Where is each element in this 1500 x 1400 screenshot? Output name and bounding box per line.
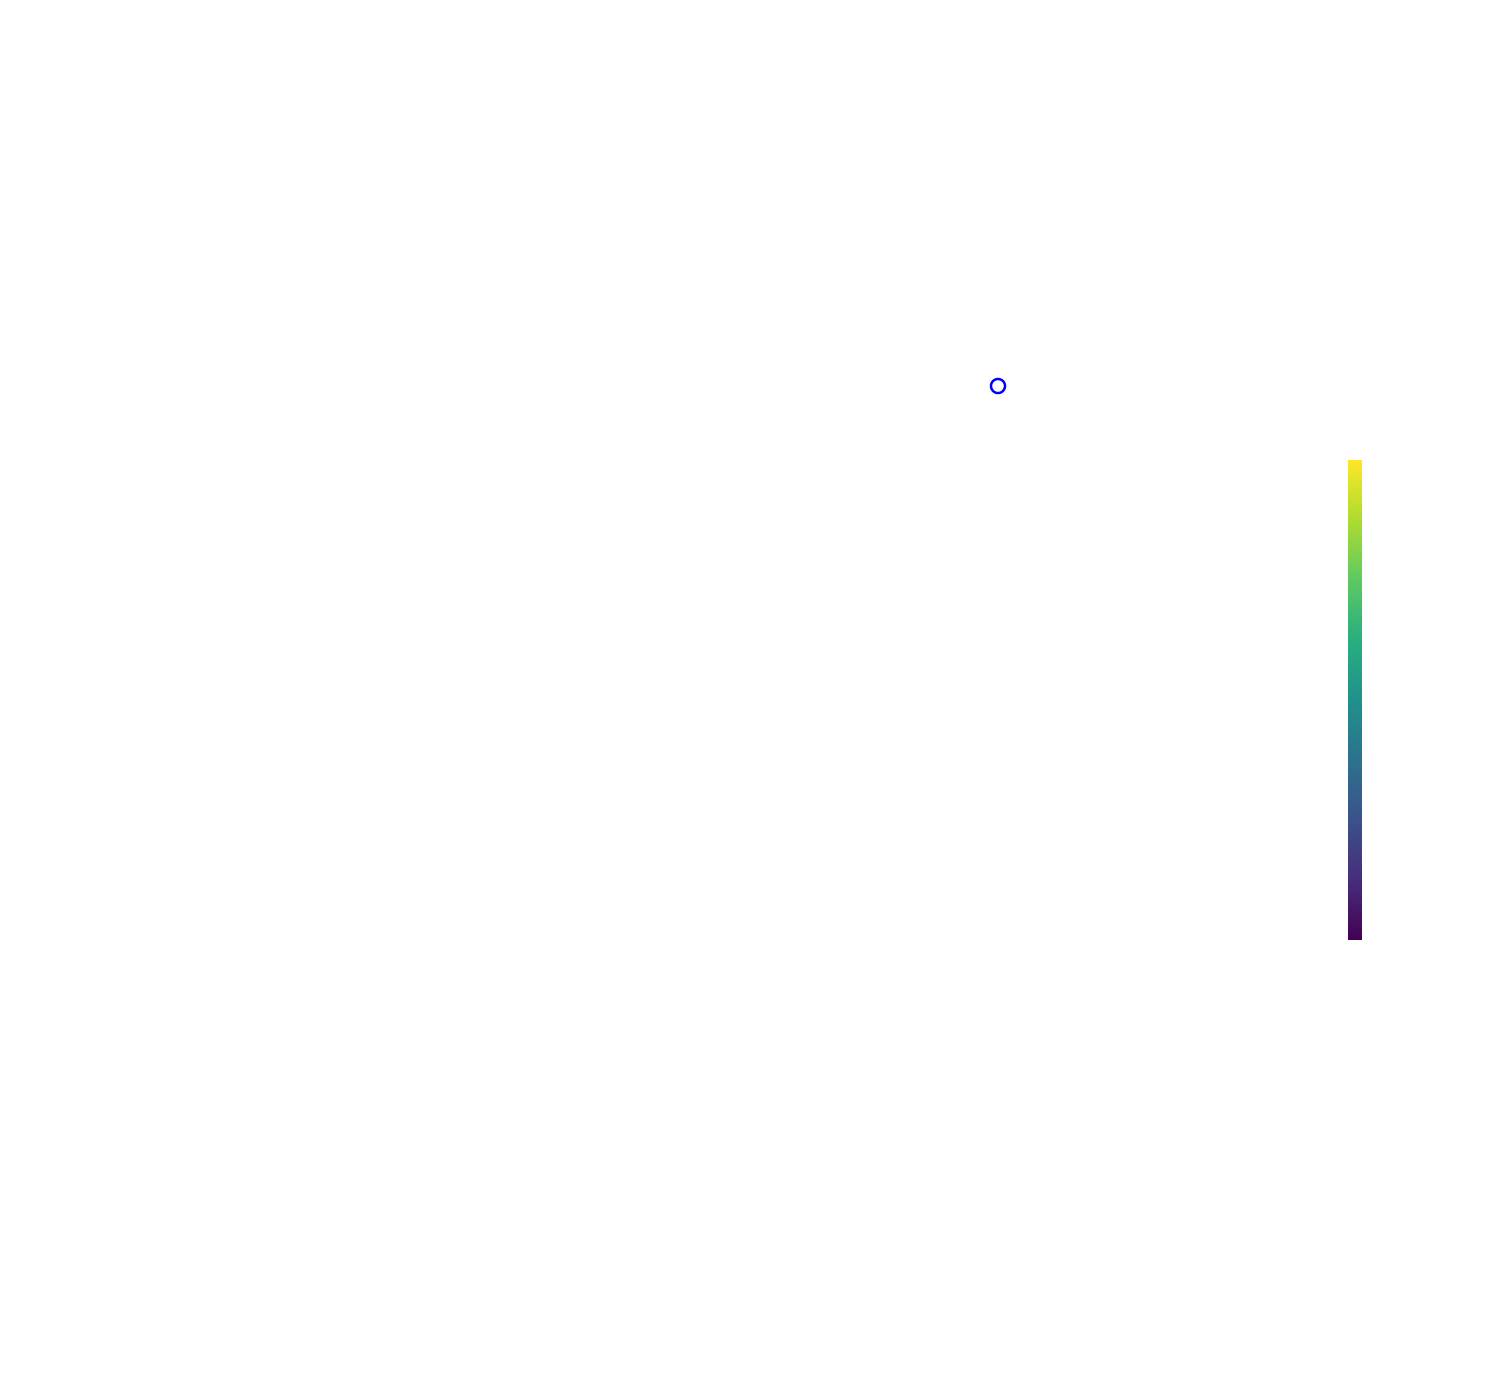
legend <box>1348 460 1362 940</box>
legend-colorbar <box>1348 460 1362 940</box>
capital-marker <box>989 377 1007 395</box>
